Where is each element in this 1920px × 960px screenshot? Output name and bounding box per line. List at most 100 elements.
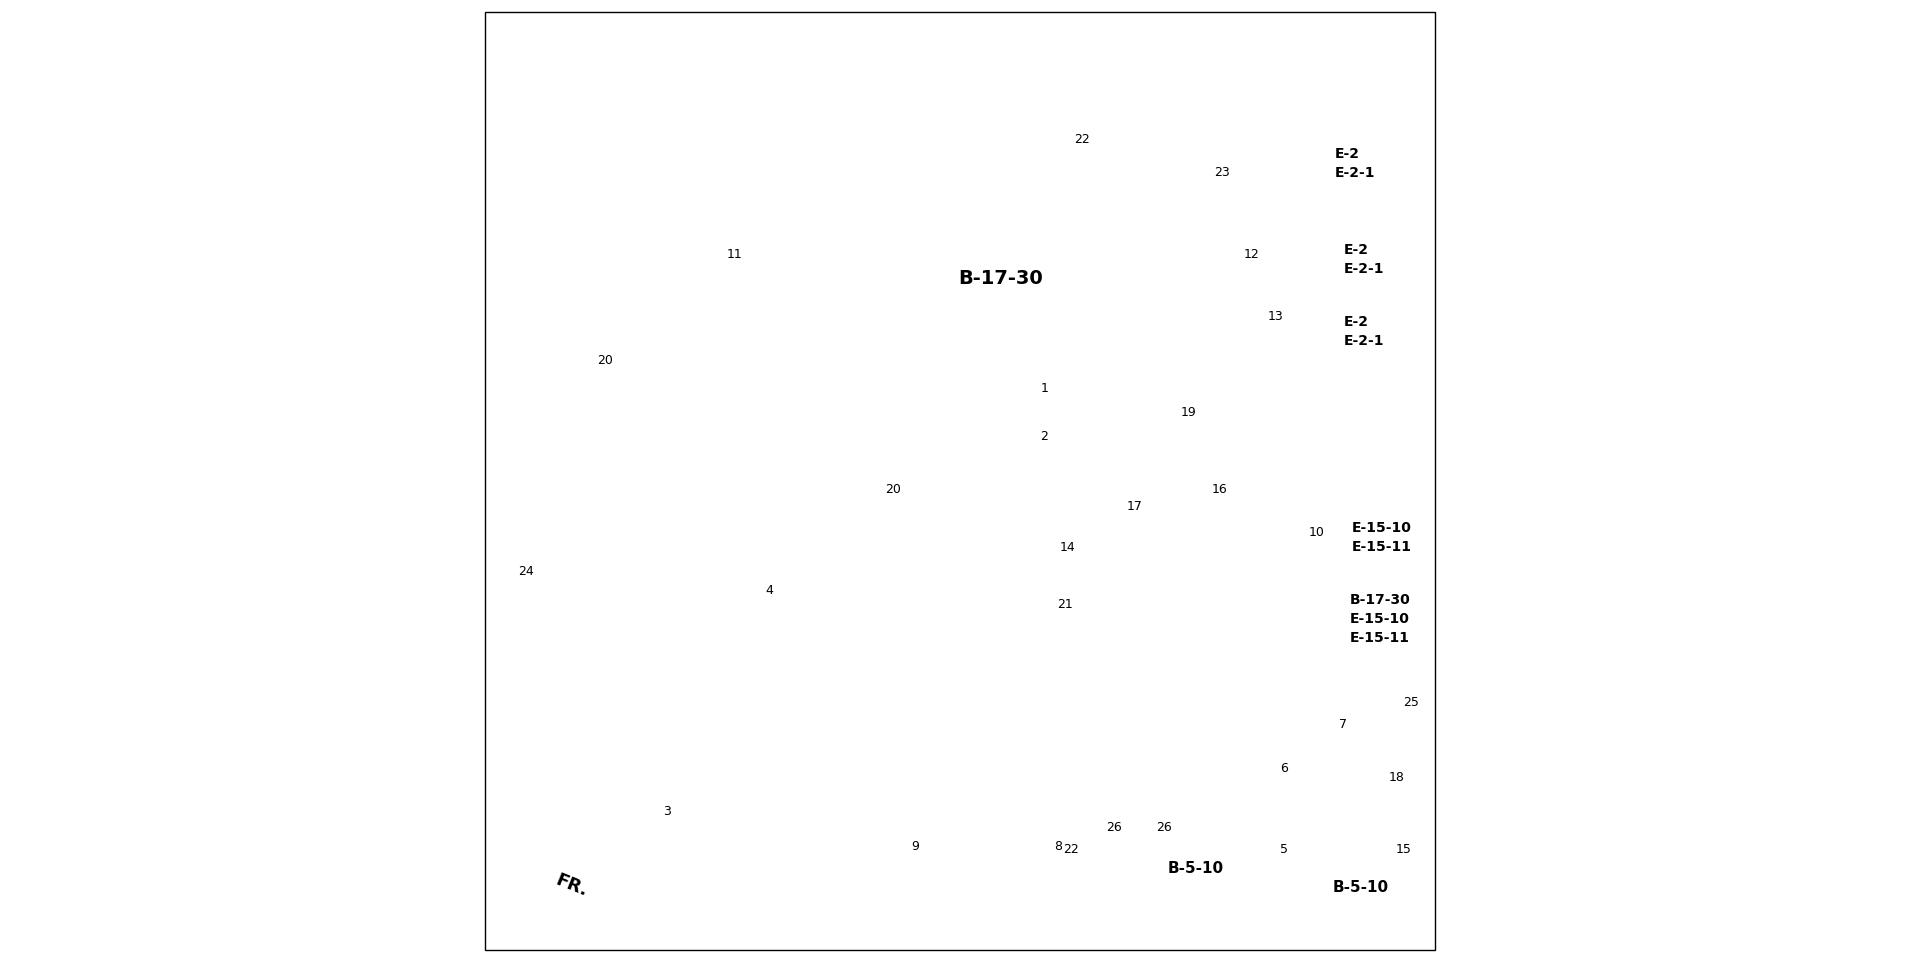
Text: 9: 9 xyxy=(910,840,920,853)
Circle shape xyxy=(1235,142,1248,156)
Circle shape xyxy=(1281,822,1292,833)
Circle shape xyxy=(1279,769,1298,786)
Polygon shape xyxy=(1298,520,1344,564)
Circle shape xyxy=(1114,416,1131,433)
Text: FR.: FR. xyxy=(553,871,591,900)
Circle shape xyxy=(1256,252,1275,271)
Text: 25: 25 xyxy=(1404,696,1419,709)
Text: 16: 16 xyxy=(1212,483,1227,496)
Circle shape xyxy=(914,779,933,800)
Circle shape xyxy=(741,506,760,523)
Polygon shape xyxy=(1202,230,1288,300)
Circle shape xyxy=(1069,288,1127,346)
Text: E-2: E-2 xyxy=(1344,243,1369,256)
Text: E-2: E-2 xyxy=(1344,315,1369,328)
Text: E-15-11: E-15-11 xyxy=(1352,540,1411,554)
Circle shape xyxy=(1068,416,1087,433)
Circle shape xyxy=(1089,152,1108,171)
Text: B-17-30: B-17-30 xyxy=(1350,593,1411,607)
Circle shape xyxy=(1325,691,1363,730)
Text: 23: 23 xyxy=(1215,166,1231,180)
Circle shape xyxy=(1068,842,1087,863)
Polygon shape xyxy=(895,643,968,833)
Circle shape xyxy=(1133,539,1152,560)
Circle shape xyxy=(655,569,718,631)
Text: 22: 22 xyxy=(1064,843,1079,856)
Text: 20: 20 xyxy=(885,483,900,496)
Text: 2: 2 xyxy=(1041,430,1048,444)
Text: 6: 6 xyxy=(1281,761,1288,775)
Circle shape xyxy=(801,575,818,592)
Circle shape xyxy=(749,694,764,711)
Circle shape xyxy=(1396,785,1409,799)
Ellipse shape xyxy=(1091,176,1106,185)
Circle shape xyxy=(1064,612,1137,684)
Text: 18: 18 xyxy=(1388,771,1405,784)
Text: 15: 15 xyxy=(1396,843,1411,856)
Circle shape xyxy=(1263,631,1290,660)
Text: 14: 14 xyxy=(1060,540,1075,554)
Circle shape xyxy=(1179,402,1202,427)
Text: 10: 10 xyxy=(1309,526,1325,540)
Circle shape xyxy=(745,557,806,618)
Text: 26: 26 xyxy=(1156,821,1171,834)
Text: E-2: E-2 xyxy=(1334,147,1359,160)
Text: 20: 20 xyxy=(597,353,612,367)
Circle shape xyxy=(1083,302,1114,331)
Ellipse shape xyxy=(979,597,1008,651)
Circle shape xyxy=(914,704,929,721)
Circle shape xyxy=(1094,156,1102,166)
Circle shape xyxy=(1248,616,1306,674)
Text: E-2-1: E-2-1 xyxy=(1334,166,1375,180)
Circle shape xyxy=(1296,618,1350,672)
Circle shape xyxy=(1075,199,1121,245)
Polygon shape xyxy=(555,493,828,725)
Circle shape xyxy=(1137,544,1148,554)
Circle shape xyxy=(760,572,791,603)
Ellipse shape xyxy=(1087,543,1098,563)
Circle shape xyxy=(1398,732,1413,745)
Text: E-15-10: E-15-10 xyxy=(1352,521,1411,535)
Circle shape xyxy=(1154,259,1212,317)
Text: E-2-1: E-2-1 xyxy=(1344,334,1384,348)
Text: 26: 26 xyxy=(1106,821,1121,834)
Text: 12: 12 xyxy=(1244,248,1260,261)
Circle shape xyxy=(1131,519,1148,537)
Text: B-17-30: B-17-30 xyxy=(958,269,1043,288)
Circle shape xyxy=(630,544,741,656)
Circle shape xyxy=(503,160,530,185)
Bar xyxy=(1144,226,1223,350)
Text: E-15-11: E-15-11 xyxy=(1350,632,1409,645)
Circle shape xyxy=(1334,702,1352,719)
Text: 8: 8 xyxy=(1054,840,1062,853)
Text: 21: 21 xyxy=(1058,598,1073,612)
Polygon shape xyxy=(1329,674,1384,751)
Circle shape xyxy=(1206,257,1229,280)
Ellipse shape xyxy=(1085,183,1112,201)
Circle shape xyxy=(1309,531,1332,552)
Circle shape xyxy=(1390,822,1407,839)
Text: E-2-1: E-2-1 xyxy=(1344,262,1384,276)
Text: 17: 17 xyxy=(1127,500,1142,514)
Circle shape xyxy=(1066,576,1085,595)
Circle shape xyxy=(1275,815,1300,840)
Bar xyxy=(1068,195,1129,248)
Bar xyxy=(1154,180,1213,226)
Text: 24: 24 xyxy=(518,564,534,578)
Circle shape xyxy=(1169,274,1198,302)
Text: B-5-10: B-5-10 xyxy=(1167,861,1223,876)
Circle shape xyxy=(1152,790,1165,804)
Circle shape xyxy=(1004,732,1021,750)
Text: 3: 3 xyxy=(662,804,672,818)
Text: 13: 13 xyxy=(1267,310,1283,324)
Circle shape xyxy=(572,159,614,202)
Ellipse shape xyxy=(902,438,910,456)
Text: S0X4-E1500 B: S0X4-E1500 B xyxy=(1309,900,1421,915)
Circle shape xyxy=(1087,211,1110,232)
Circle shape xyxy=(1142,759,1160,777)
Text: 22: 22 xyxy=(1073,132,1089,146)
Circle shape xyxy=(584,170,603,191)
Circle shape xyxy=(591,517,609,535)
Text: 11: 11 xyxy=(726,248,743,261)
Polygon shape xyxy=(983,523,1227,780)
